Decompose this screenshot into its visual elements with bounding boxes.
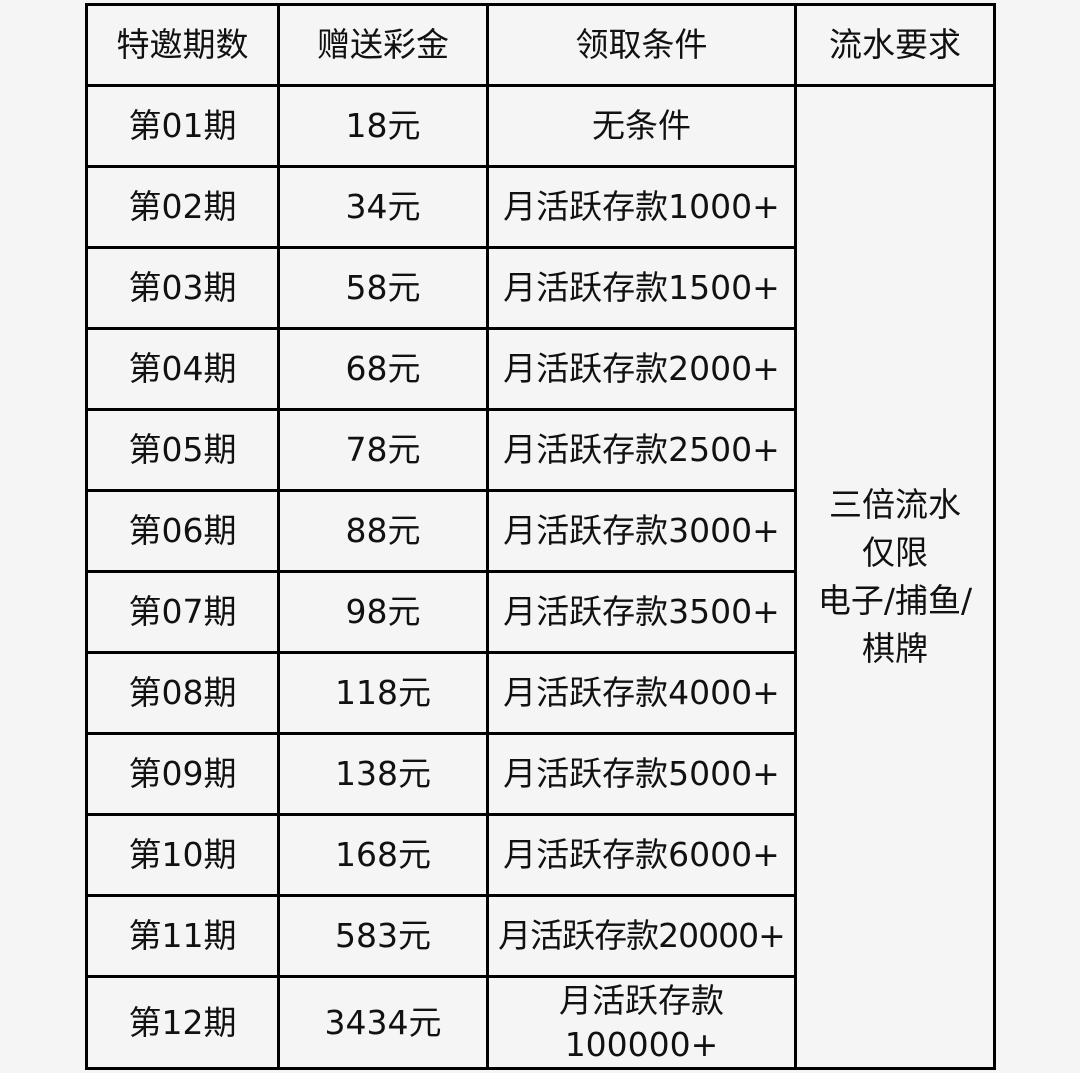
table-row: 第10期 168元 月活跃存款6000+	[85, 813, 995, 897]
period-cell: 第02期	[85, 165, 280, 249]
bonus-cell: 118元	[277, 651, 489, 735]
bonus-cell: 18元	[277, 84, 489, 168]
condition-cell: 月活跃存款1500+	[486, 246, 797, 330]
condition-cell: 无条件	[486, 84, 797, 168]
bonus-cell: 68元	[277, 327, 489, 411]
condition-cell: 月活跃存款5000+	[486, 732, 797, 816]
table-row: 第11期 583元 月活跃存款20000+	[85, 894, 995, 978]
wagering-line: 三倍流水	[829, 485, 961, 524]
period-cell: 第07期	[85, 570, 280, 654]
bonus-cell: 98元	[277, 570, 489, 654]
wagering-line: 仅限	[862, 533, 928, 572]
bonus-cell: 58元	[277, 246, 489, 330]
table-row: 第05期 78元 月活跃存款2500+	[85, 408, 995, 492]
table-row: 第03期 58元 月活跃存款1500+	[85, 246, 995, 330]
header-wagering: 流水要求	[794, 3, 996, 87]
condition-cell: 月活跃存款 100000+	[486, 975, 797, 1070]
condition-cell: 月活跃存款4000+	[486, 651, 797, 735]
period-cell: 第04期	[85, 327, 280, 411]
condition-cell: 月活跃存款3500+	[486, 570, 797, 654]
condition-cell: 月活跃存款3000+	[486, 489, 797, 573]
wagering-line: 棋牌	[862, 629, 928, 668]
period-cell: 第11期	[85, 894, 280, 978]
condition-line: 100000+	[564, 1024, 719, 1064]
bonus-table: 特邀期数 赠送彩金 领取条件 流水要求 第01期 18元 无条件 三倍流水 仅限…	[85, 3, 996, 1070]
table-row: 第07期 98元 月活跃存款3500+	[85, 570, 995, 654]
bonus-cell: 583元	[277, 894, 489, 978]
header-period: 特邀期数	[85, 3, 280, 87]
header-condition: 领取条件	[486, 3, 797, 87]
bonus-cell: 138元	[277, 732, 489, 816]
period-cell: 第06期	[85, 489, 280, 573]
period-cell: 第03期	[85, 246, 280, 330]
condition-cell: 月活跃存款1000+	[486, 165, 797, 249]
condition-cell: 月活跃存款2000+	[486, 327, 797, 411]
header-bonus: 赠送彩金	[277, 3, 489, 87]
period-cell: 第09期	[85, 732, 280, 816]
table-row: 第04期 68元 月活跃存款2000+	[85, 327, 995, 411]
bonus-cell: 78元	[277, 408, 489, 492]
condition-cell: 月活跃存款6000+	[486, 813, 797, 897]
period-cell: 第05期	[85, 408, 280, 492]
period-cell: 第12期	[85, 975, 280, 1070]
table-row: 第02期 34元 月活跃存款1000+	[85, 165, 995, 249]
bonus-cell: 168元	[277, 813, 489, 897]
bonus-cell: 34元	[277, 165, 489, 249]
condition-cell: 月活跃存款2500+	[486, 408, 797, 492]
period-cell: 第10期	[85, 813, 280, 897]
condition-line: 月活跃存款	[559, 980, 724, 1020]
condition-cell: 月活跃存款20000+	[486, 894, 797, 978]
bonus-cell: 3434元	[277, 975, 489, 1070]
table-row: 第01期 18元 无条件 三倍流水 仅限 电子/捕鱼/ 棋牌	[85, 84, 996, 1070]
wagering-cell: 三倍流水 仅限 电子/捕鱼/ 棋牌	[794, 84, 996, 1070]
bonus-cell: 88元	[277, 489, 489, 573]
table-row: 第06期 88元 月活跃存款3000+	[85, 489, 995, 573]
period-cell: 第01期	[85, 84, 280, 168]
table-row: 第12期 3434元 月活跃存款 100000+	[85, 975, 995, 1070]
period-cell: 第08期	[85, 651, 280, 735]
table-row: 第09期 138元 月活跃存款5000+	[85, 732, 995, 816]
header-row: 特邀期数 赠送彩金 领取条件 流水要求	[85, 3, 996, 87]
table-row: 第08期 118元 月活跃存款4000+	[85, 651, 995, 735]
wagering-line: 电子/捕鱼/	[817, 581, 973, 620]
